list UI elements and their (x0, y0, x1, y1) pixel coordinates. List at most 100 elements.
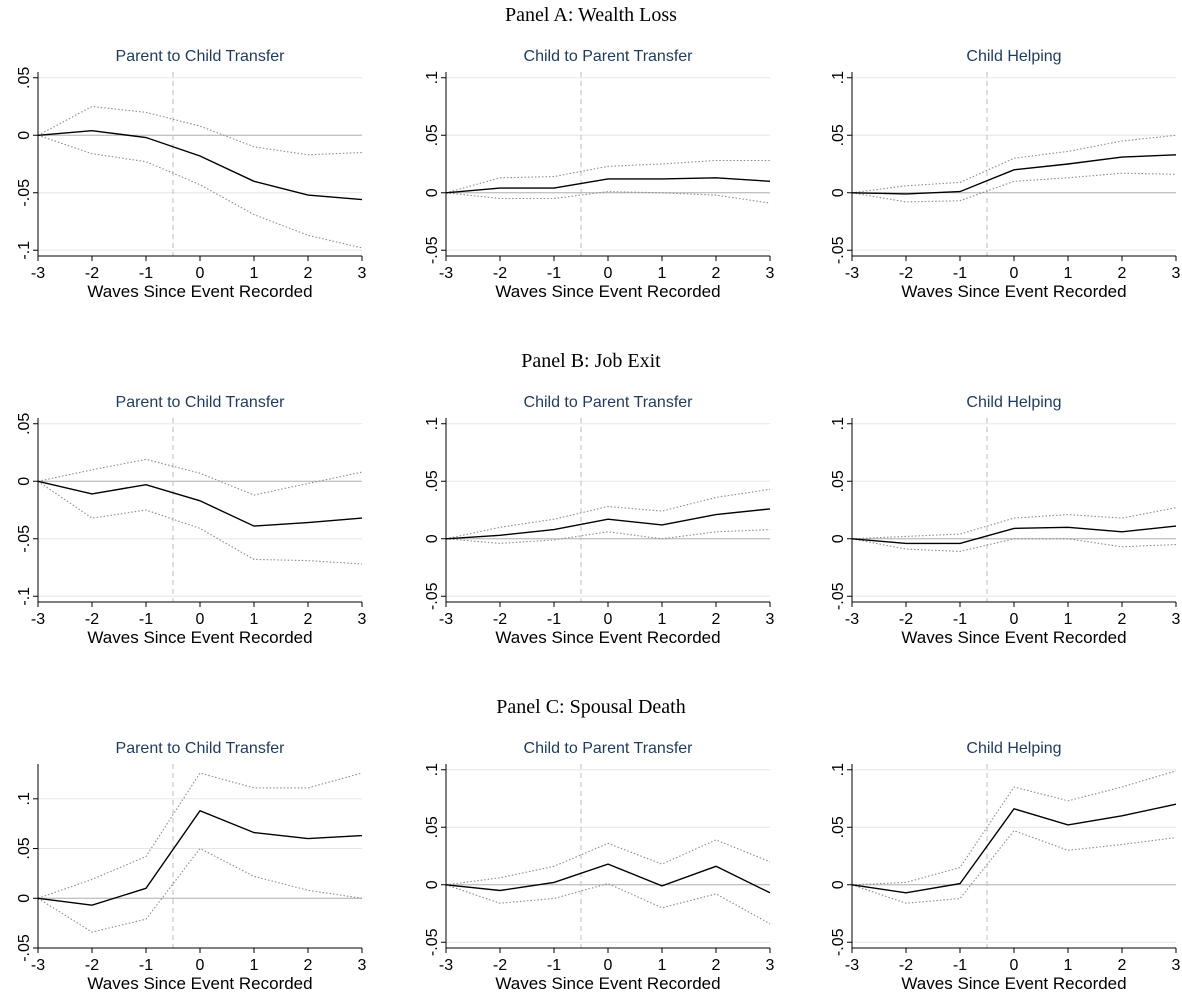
x-tick-label: -1 (953, 957, 967, 974)
estimate-line (445, 177, 771, 194)
x-tick-label: 0 (196, 265, 205, 282)
chart-8: Child Helping -.05 0 .05 .1 -3 -2 -1 0 1 2 3 Waves S… (830, 740, 1181, 992)
estimate-line (37, 809, 363, 906)
estimate-line (37, 480, 363, 527)
x-tick-label: 2 (712, 611, 721, 628)
x-axis-label: Waves Since Event Recorded (495, 974, 720, 992)
y-tick-label: -.05 (16, 525, 33, 553)
x-tick-label: -3 (439, 265, 453, 282)
chart-5: Child Helping -.05 0 .05 .1 -3 -2 -1 0 1 2 3 Waves S… (830, 394, 1181, 647)
x-axis-label: Waves Since Event Recorded (87, 282, 312, 301)
panel-c-title: Panel C: Spousal Death (496, 696, 686, 718)
y-tick-label: 0 (830, 880, 847, 889)
x-tick-label: 3 (1172, 957, 1181, 974)
x-tick-label: 2 (712, 957, 721, 974)
chart-subtitle: Child Helping (966, 48, 1061, 65)
ci-upper-line (851, 507, 1177, 540)
x-tick-label: 1 (1064, 957, 1073, 974)
y-tick-label: 0 (424, 534, 441, 543)
y-tick-label: .05 (424, 470, 441, 492)
x-tick-label: 3 (766, 265, 775, 282)
y-tick-label: 0 (424, 188, 441, 197)
y-tick-label: -.05 (16, 179, 33, 207)
x-tick-label: -2 (493, 957, 507, 974)
y-tick-label: -.05 (830, 582, 847, 610)
x-tick-label: -1 (547, 611, 561, 628)
x-tick-label: 2 (304, 265, 313, 282)
y-tick-label: .1 (424, 71, 441, 84)
x-tick-label: -3 (439, 957, 453, 974)
x-tick-label: 2 (1118, 265, 1127, 282)
estimate-line (445, 508, 771, 540)
x-axis-label: Waves Since Event Recorded (901, 974, 1126, 992)
x-tick-label: 2 (304, 957, 313, 974)
y-tick-label: .05 (424, 124, 441, 146)
x-tick-label: -1 (953, 611, 967, 628)
ci-lower-line (851, 538, 1177, 552)
y-tick-label: .1 (830, 71, 847, 84)
y-tick-label: 0 (424, 880, 441, 889)
x-tick-label: -3 (439, 611, 453, 628)
x-tick-label: -2 (899, 611, 913, 628)
ci-lower-line (851, 172, 1177, 203)
x-tick-label: -2 (85, 957, 99, 974)
x-tick-label: 0 (1010, 265, 1019, 282)
x-tick-label: 3 (1172, 265, 1181, 282)
x-tick-label: 0 (604, 957, 613, 974)
estimate-line (445, 863, 771, 894)
y-tick-label: -.1 (16, 587, 33, 606)
ci-upper-line (37, 105, 363, 156)
y-tick-label: -.05 (424, 236, 441, 264)
estimate-line (851, 803, 1177, 894)
chart-0: Parent to Child Transfer -.1 -.05 0 .05 -3 -2 -… (16, 48, 367, 301)
x-tick-label: 1 (658, 265, 667, 282)
x-tick-label: -1 (547, 265, 561, 282)
x-tick-label: -2 (899, 265, 913, 282)
ci-lower-line (445, 883, 771, 925)
y-tick-label: .05 (16, 837, 33, 859)
y-tick-label: .05 (830, 124, 847, 146)
y-tick-label: .05 (830, 816, 847, 838)
y-tick-label: 0 (16, 894, 33, 903)
x-tick-label: -2 (85, 265, 99, 282)
x-tick-label: -1 (547, 957, 561, 974)
x-tick-label: 0 (604, 611, 613, 628)
x-tick-label: 1 (658, 957, 667, 974)
x-tick-label: -2 (493, 611, 507, 628)
x-tick-label: 1 (250, 957, 259, 974)
ci-lower-line (445, 191, 771, 204)
chart-1: Child to Parent Transfer -.05 0 .05 .1 -3 -2 -1… (424, 48, 775, 301)
chart-3: Parent to Child Transfer -.1 -.05 0 .05 -3 -2 -… (16, 394, 367, 647)
y-tick-label: .05 (16, 67, 33, 89)
x-tick-label: -1 (139, 265, 153, 282)
x-tick-label: 1 (1064, 265, 1073, 282)
estimate-line (37, 129, 363, 201)
ci-upper-line (37, 772, 363, 899)
x-tick-label: -1 (953, 265, 967, 282)
y-tick-label: .1 (424, 763, 441, 776)
chart-subtitle: Parent to Child Transfer (116, 394, 286, 411)
chart-subtitle: Child Helping (966, 740, 1061, 757)
y-tick-label: .1 (16, 792, 33, 805)
x-tick-label: 3 (1172, 611, 1181, 628)
x-axis-label: Waves Since Event Recorded (87, 628, 312, 647)
y-tick-label: -.05 (830, 928, 847, 956)
x-tick-label: -3 (31, 611, 45, 628)
y-tick-label: -.05 (424, 582, 441, 610)
x-tick-label: -3 (845, 611, 859, 628)
x-tick-label: 1 (658, 611, 667, 628)
x-tick-label: 1 (250, 265, 259, 282)
x-tick-label: 0 (196, 957, 205, 974)
x-tick-label: -3 (845, 957, 859, 974)
x-tick-label: 3 (358, 265, 367, 282)
x-tick-label: -3 (31, 957, 45, 974)
x-tick-label: 3 (358, 611, 367, 628)
y-tick-label: .1 (830, 417, 847, 430)
chart-7: Child to Parent Transfer -.05 0 .05 .1 -3 -2 -1… (424, 740, 775, 992)
x-tick-label: 2 (1118, 611, 1127, 628)
chart-subtitle: Parent to Child Transfer (116, 740, 286, 757)
estimate-line (851, 154, 1177, 195)
x-tick-label: 2 (712, 265, 721, 282)
x-axis-label: Waves Since Event Recorded (901, 628, 1126, 647)
